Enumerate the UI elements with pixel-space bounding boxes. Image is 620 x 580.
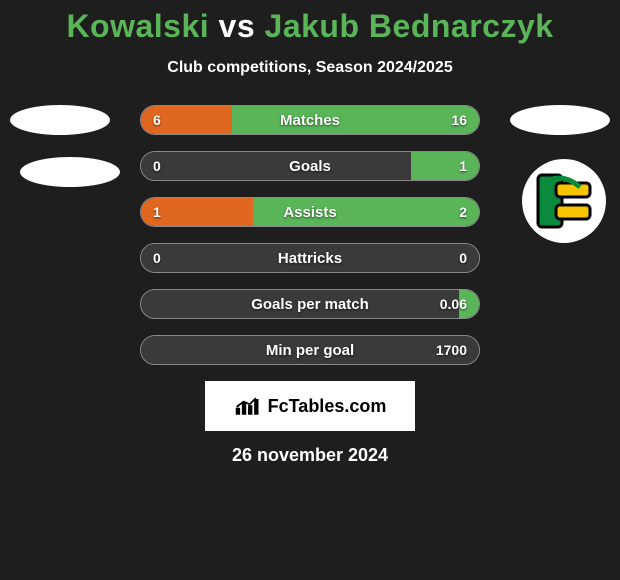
watermark-text: FcTables.com bbox=[268, 396, 387, 417]
stat-bars: 616Matches 01Goals 12Assists 00Hattricks 0.0… bbox=[140, 105, 480, 365]
stat-row: 12Assists bbox=[140, 197, 480, 227]
player-right-avatar-1 bbox=[510, 105, 610, 135]
stat-label: Goals per match bbox=[141, 290, 479, 318]
watermark: FcTables.com bbox=[205, 381, 415, 431]
stat-label: Matches bbox=[141, 106, 479, 134]
title-right: Jakub Bednarczyk bbox=[265, 8, 554, 44]
stat-row: 1700Min per goal bbox=[140, 335, 480, 365]
page-title: Kowalski vs Jakub Bednarczyk bbox=[0, 0, 620, 45]
player-right-club-logo bbox=[522, 159, 606, 243]
stat-row: 0.06Goals per match bbox=[140, 289, 480, 319]
subtitle: Club competitions, Season 2024/2025 bbox=[0, 59, 620, 77]
stat-row: 616Matches bbox=[140, 105, 480, 135]
date: 26 november 2024 bbox=[0, 445, 620, 466]
player-left-avatar-2 bbox=[20, 157, 120, 187]
stat-row: 01Goals bbox=[140, 151, 480, 181]
stat-label: Min per goal bbox=[141, 336, 479, 364]
stats-area: 616Matches 01Goals 12Assists 00Hattricks 0.0… bbox=[0, 105, 620, 365]
stat-label: Goals bbox=[141, 152, 479, 180]
player-left-avatar-1 bbox=[10, 105, 110, 135]
bars-icon bbox=[234, 394, 262, 418]
stat-row: 00Hattricks bbox=[140, 243, 480, 273]
club-logo-icon bbox=[532, 169, 596, 233]
title-left: Kowalski bbox=[66, 8, 209, 44]
stat-label: Assists bbox=[141, 198, 479, 226]
title-vs: vs bbox=[219, 8, 256, 44]
stat-label: Hattricks bbox=[141, 244, 479, 272]
